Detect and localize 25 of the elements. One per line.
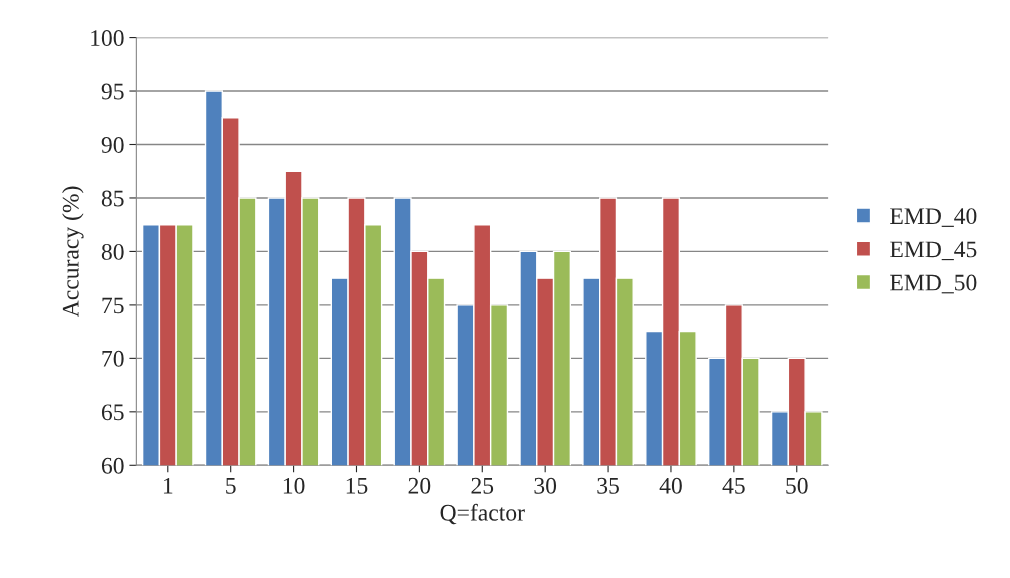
x-tick-label: 10 <box>283 477 305 494</box>
x-tick-label: 40 <box>659 477 682 494</box>
x-tick-label: 45 <box>722 477 745 494</box>
x-tick-label: 35 <box>597 477 619 494</box>
legend-label: EMD_50 <box>890 274 977 294</box>
y-tick-label: 70 <box>102 350 124 367</box>
y-tick-label: 80 <box>101 243 124 260</box>
x-tick-label: 25 <box>471 477 494 494</box>
x-axis-title: Q=factor <box>440 503 525 525</box>
legend-label: EMD_45 <box>890 241 977 261</box>
y-tick-label: 60 <box>101 457 124 474</box>
x-tick-label: 5 <box>226 478 236 494</box>
x-tick-label: 50 <box>786 477 808 494</box>
y-tick-label: 90 <box>101 136 124 153</box>
y-tick-label: 65 <box>101 404 124 421</box>
y-tick-label: 75 <box>102 297 124 314</box>
y-tick-label: 100 <box>91 30 124 46</box>
x-tick-label: 20 <box>408 477 431 494</box>
x-tick-label: 1 <box>163 477 173 494</box>
x-tick-label: 15 <box>346 477 368 494</box>
y-tick-label: 85 <box>101 190 124 207</box>
legend-label: EMD_40 <box>890 208 977 227</box>
y-axis-title: Accuracy (%) <box>62 186 84 318</box>
y-tick-label: 95 <box>101 83 124 100</box>
x-tick-label: 30 <box>534 477 557 494</box>
